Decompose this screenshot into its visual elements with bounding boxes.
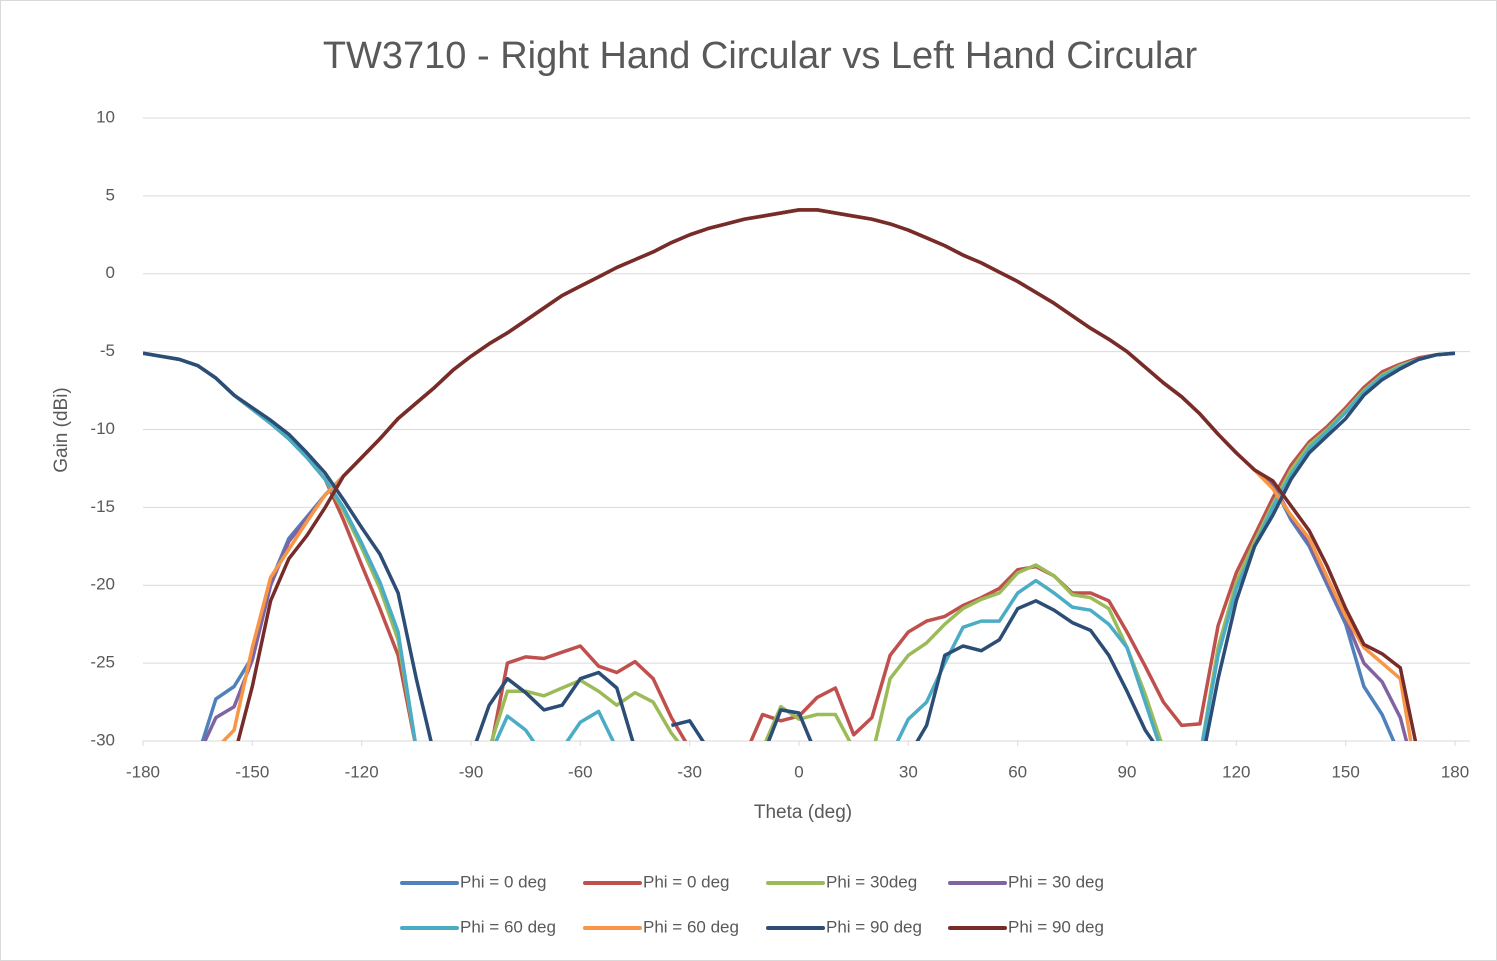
y-tick-label: -20 [90, 575, 115, 594]
legend-label: Phi = 60 deg [643, 917, 739, 936]
legend-label: Phi = 90 deg [1008, 917, 1104, 936]
x-tick-label: 180 [1441, 762, 1469, 781]
x-tick-label: -120 [345, 762, 379, 781]
legend: Phi = 0 deg Phi = 0 deg Phi = 30deg Phi = 3… [400, 872, 1104, 936]
chart-title: TW3710 - Right Hand Circular vs Left Han… [323, 35, 1198, 77]
series-line [143, 351, 1455, 741]
x-tick-label: 30 [899, 762, 918, 781]
x-tick-label: -30 [677, 762, 702, 781]
x-axis-title: Theta (deg) [754, 802, 852, 823]
y-tick-label: 10 [96, 107, 115, 126]
legend-label: Phi = 0 deg [643, 872, 730, 891]
x-tick-label: -60 [568, 762, 593, 781]
series-line [236, 208, 1418, 741]
legend-label: Phi = 30deg [826, 872, 917, 891]
y-tick-label: -15 [90, 497, 115, 516]
x-tick-label: 60 [1008, 762, 1027, 781]
y-tick-label: -10 [90, 419, 115, 438]
legend-label: Phi = 90 deg [826, 917, 922, 936]
legend-label: Phi = 0 deg [460, 872, 547, 891]
legend-label: Phi = 30 deg [1008, 872, 1104, 891]
y-tick-label: 0 [106, 263, 115, 282]
x-tick-label: 120 [1222, 762, 1250, 781]
legend-label: Phi = 60 deg [460, 917, 556, 936]
plot-area [143, 208, 1455, 741]
y-tick-label: -5 [100, 341, 115, 360]
x-tick-label: -90 [459, 762, 484, 781]
x-tick-label: -180 [126, 762, 160, 781]
x-tick-label: 0 [794, 762, 803, 781]
x-tick-label: 150 [1331, 762, 1359, 781]
x-tick-label: 90 [1118, 762, 1137, 781]
y-tick-label: -25 [90, 653, 115, 672]
grid: -30 -25 -20 -15 -10 -5 0 5 10 -180 -150 -120 -90 -60 -… [90, 107, 1470, 781]
y-axis-title: Gain (dBi) [51, 387, 72, 473]
series-line [143, 351, 1455, 741]
y-tick-label: 5 [106, 185, 115, 204]
y-tick-label: -30 [90, 730, 115, 749]
x-tick-label: -150 [235, 762, 269, 781]
